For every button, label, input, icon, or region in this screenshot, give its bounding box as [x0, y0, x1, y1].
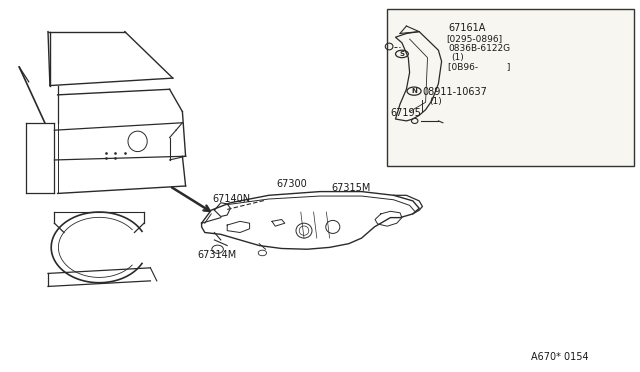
Text: [0B96-          ]: [0B96- ]	[448, 62, 510, 71]
Text: 67300: 67300	[276, 179, 307, 189]
Text: (1): (1)	[451, 53, 464, 62]
Text: N: N	[411, 88, 417, 94]
Text: (1): (1)	[429, 97, 442, 106]
Text: 0836B-6122G: 0836B-6122G	[448, 44, 510, 53]
Text: 67161A: 67161A	[448, 23, 485, 33]
Text: 67195: 67195	[390, 109, 421, 118]
Text: 67140N: 67140N	[212, 194, 251, 204]
Text: [0295-0896]: [0295-0896]	[447, 35, 503, 44]
Text: 67314M: 67314M	[197, 250, 236, 260]
Bar	[387, 9, 634, 166]
Text: S: S	[399, 51, 404, 57]
Text: A670* 0154: A670* 0154	[531, 352, 589, 362]
Text: 08911-10637: 08911-10637	[422, 87, 487, 97]
Text: 67315M: 67315M	[332, 183, 371, 193]
